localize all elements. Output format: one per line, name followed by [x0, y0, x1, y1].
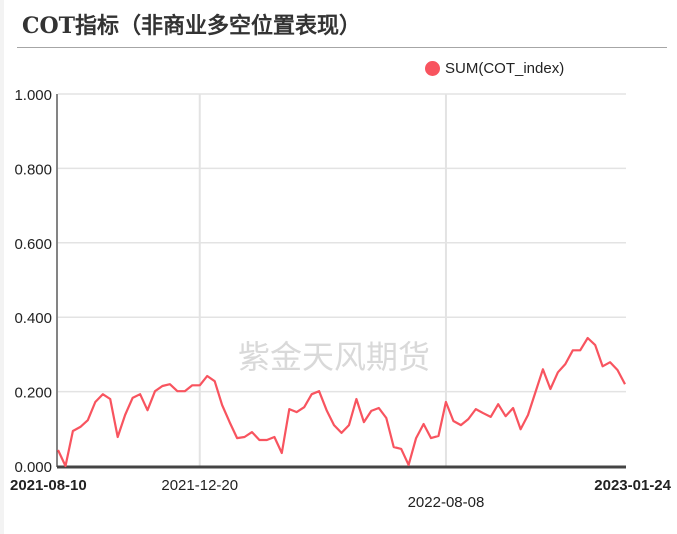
y-tick-label: 0.000 — [14, 459, 52, 476]
chart-legend[interactable]: SUM(COT_index) — [425, 60, 564, 77]
y-tick-label: 1.000 — [14, 87, 52, 104]
y-tick-label: 0.800 — [14, 161, 52, 178]
y-tick-label: 0.400 — [14, 310, 52, 327]
watermark-text: 紫金天风期货 — [238, 339, 430, 375]
x-tick-label: 2021-12-20 — [161, 477, 238, 494]
x-axis: 2021-08-10 2021-12-20 2022-08-08 2023-01-24 — [10, 465, 672, 511]
legend-dot-icon — [425, 61, 440, 76]
x-tick-label: 2021-08-10 — [10, 477, 87, 494]
series-line-cot-index — [57, 336, 626, 468]
x-tick-label: 2022-08-08 — [408, 494, 485, 511]
x-tick-label: 2023-01-24 — [594, 477, 671, 494]
chart-title: COT指标（非商业多空位置表现） — [22, 13, 362, 39]
legend-label: SUM(COT_index) — [445, 60, 565, 77]
y-tick-label: 0.200 — [14, 385, 52, 402]
title-divider — [17, 47, 667, 48]
grid-lines — [58, 93, 626, 466]
y-axis: 0.000 0.200 0.400 0.600 0.800 1.000 — [14, 87, 58, 476]
left-border-strip — [0, 0, 4, 534]
y-tick-label: 0.600 — [14, 236, 52, 253]
